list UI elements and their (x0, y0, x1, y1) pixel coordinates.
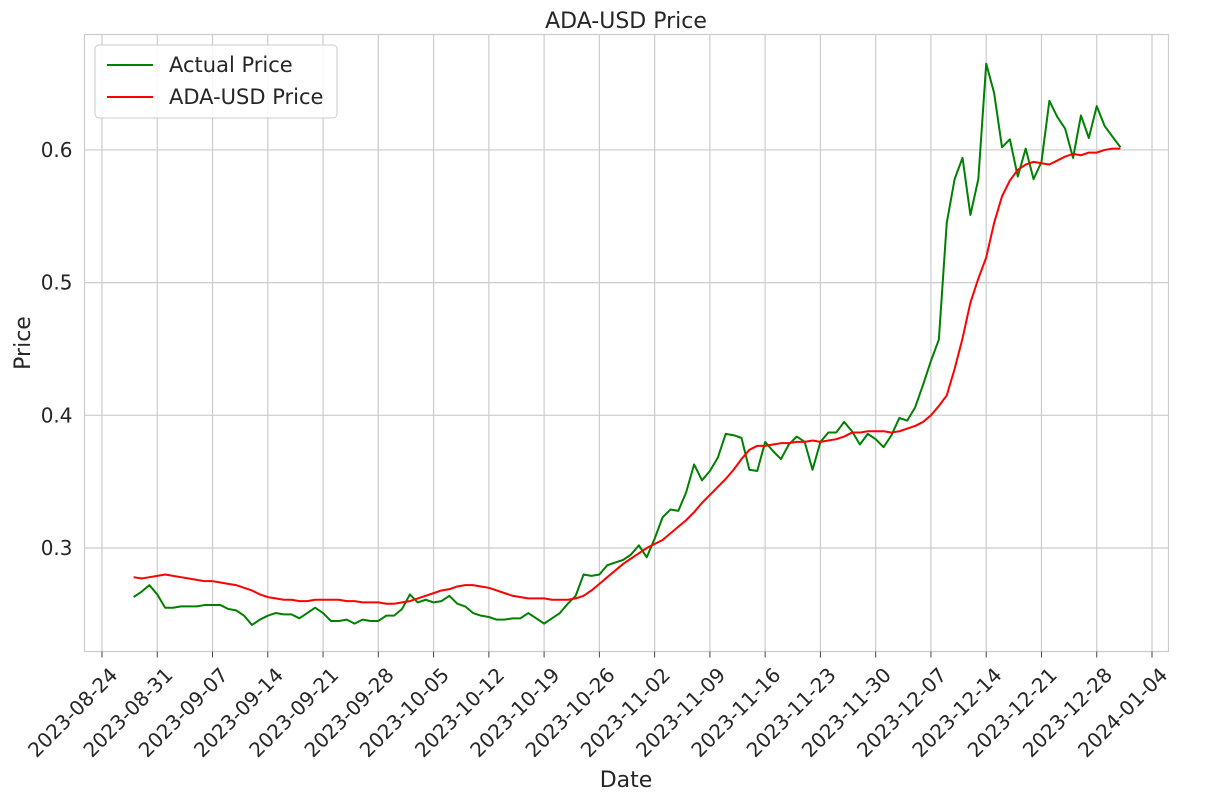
series-layer (133, 62, 1122, 626)
legend-box (94, 44, 338, 119)
grid-lines (84, 34, 1169, 652)
y-tick-label: 0.4 (41, 403, 73, 427)
legend-label-actual-price: Actual Price (169, 53, 293, 77)
y-tick-label: 0.5 (41, 271, 73, 295)
y-axis-title: Price (11, 316, 36, 370)
y-tick-label: 0.3 (41, 536, 73, 560)
y-tick-label: 0.6 (41, 138, 73, 162)
x-axis-ticks: 2023-08-242023-08-312023-09-072023-09-14… (23, 651, 1172, 762)
chart-title: ADA-USD Price (545, 9, 707, 34)
legend-label-ada-usd-price: ADA-USD Price (169, 85, 323, 109)
series-line-ada-usd-price (133, 147, 1121, 605)
x-axis-title: Date (600, 768, 653, 793)
series-line-actual-price (133, 62, 1122, 626)
legend: Actual Price ADA-USD Price (94, 44, 338, 119)
y-axis-ticks: 0.3 0.4 0.5 0.6 (41, 138, 73, 560)
plot-frame (83, 33, 1170, 653)
